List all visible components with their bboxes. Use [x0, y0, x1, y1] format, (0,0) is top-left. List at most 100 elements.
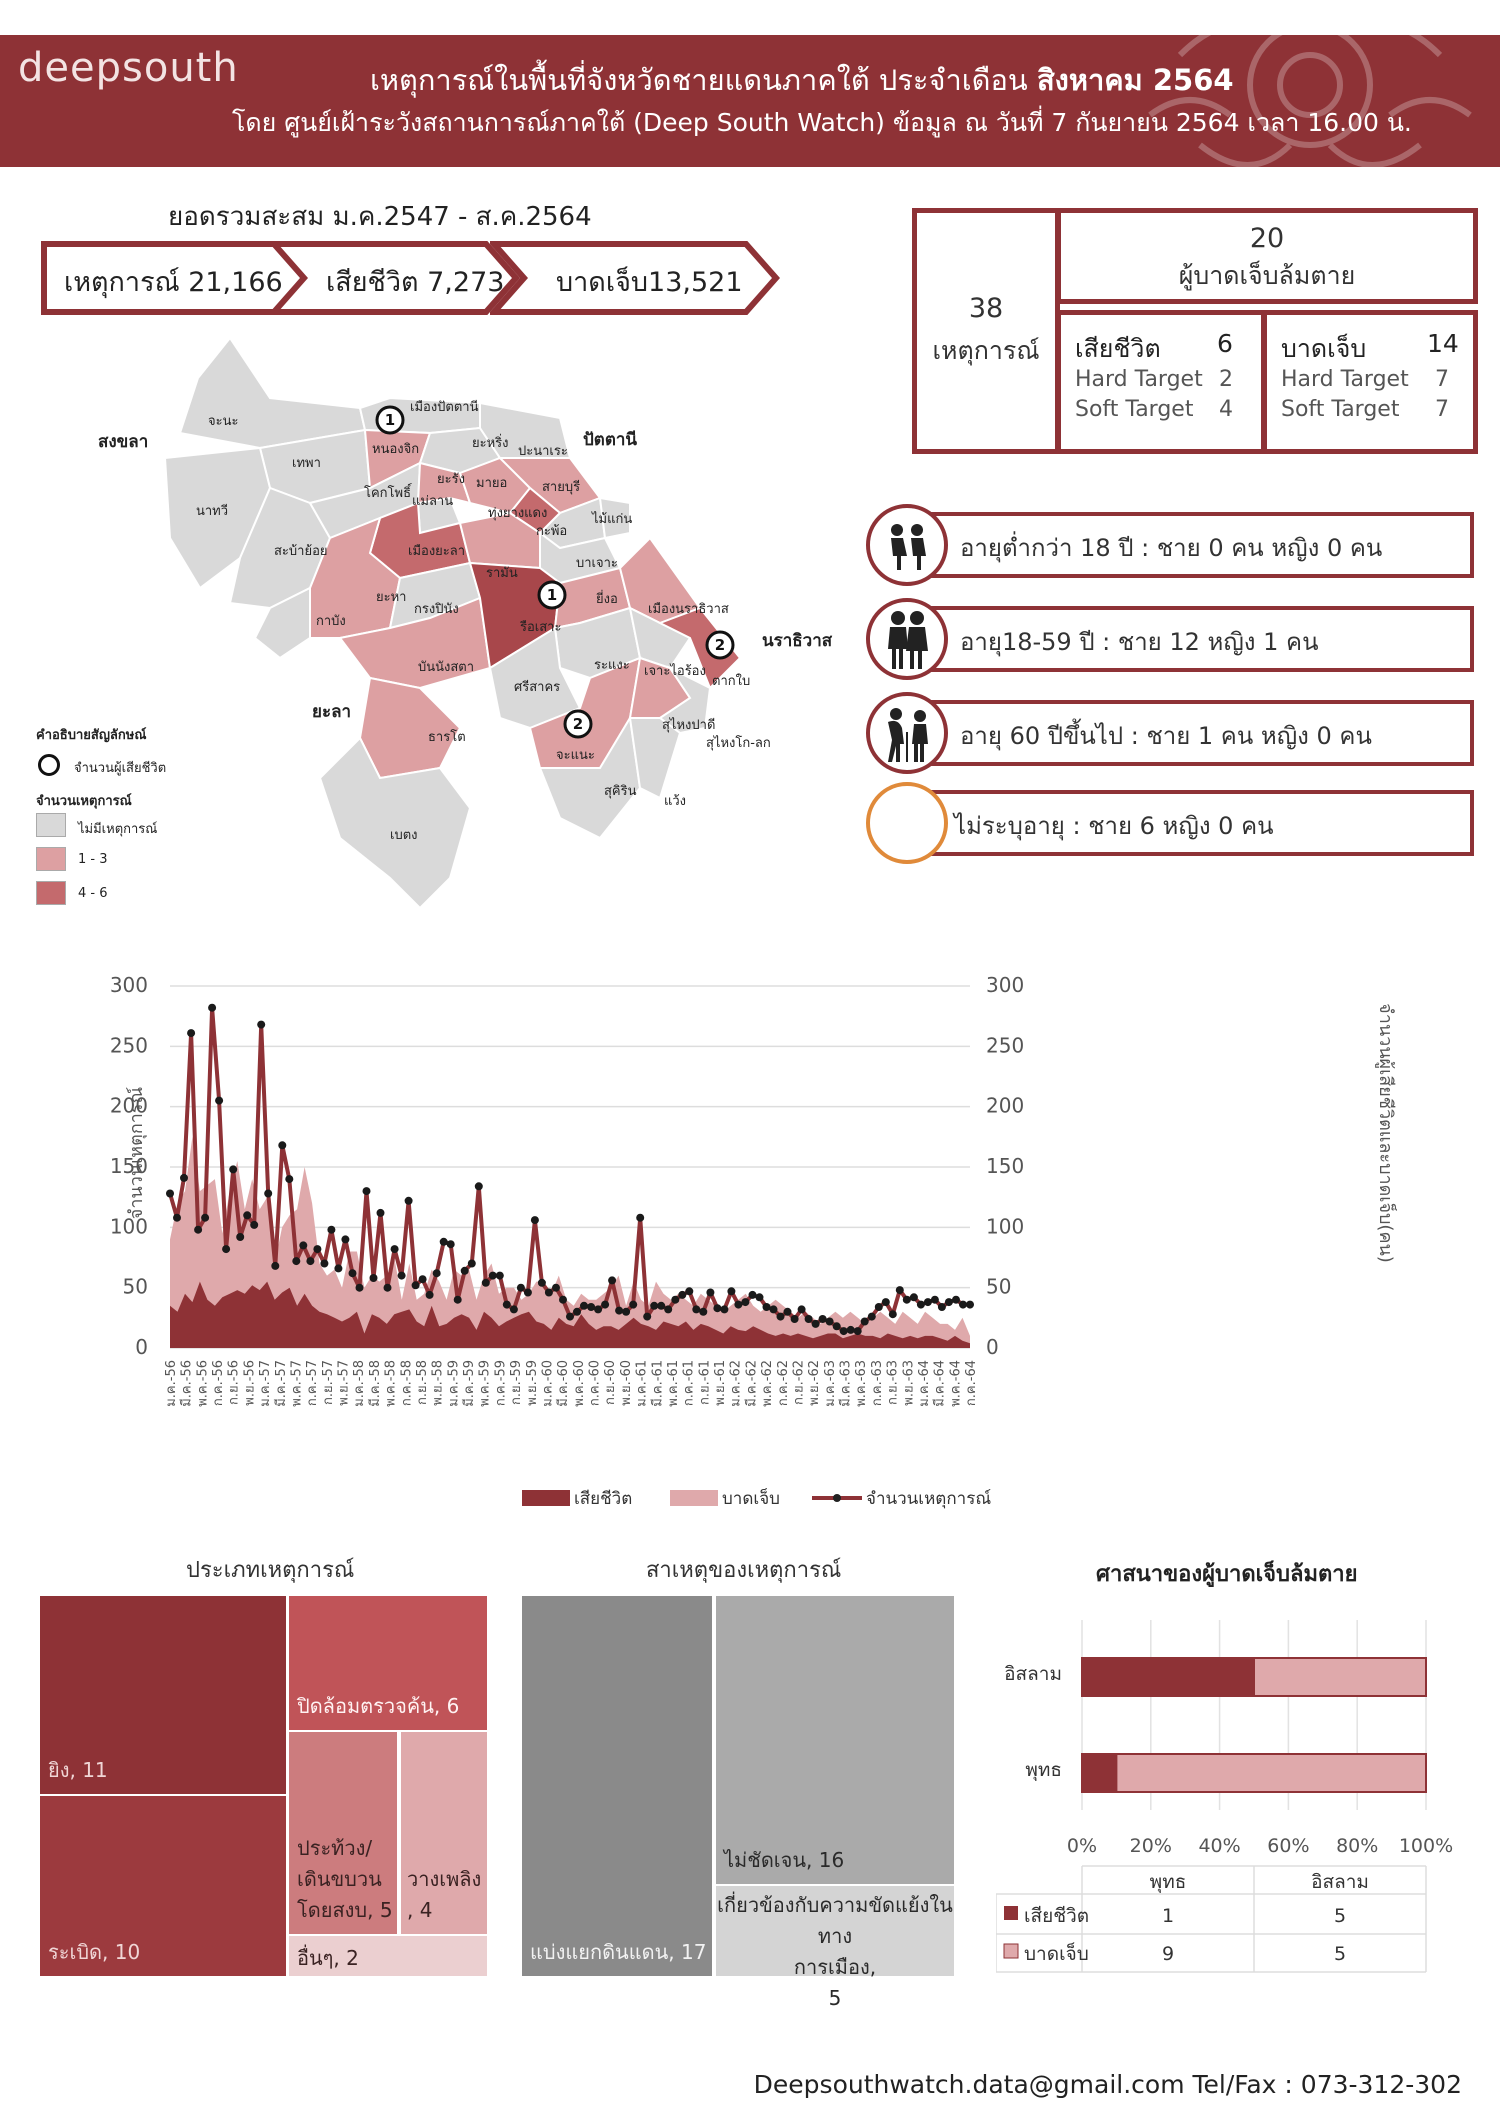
- events-point: [502, 1300, 511, 1309]
- district-label: เทพา: [292, 456, 321, 471]
- x-tick: ม.ค.-56: [164, 1360, 179, 1407]
- district-label: กาบัง: [316, 614, 346, 629]
- events-point: [180, 1173, 188, 1182]
- events-point: [439, 1237, 448, 1246]
- treemap-label: ไม่ชัดเจน, 16: [724, 1848, 845, 1872]
- monthly-trend-chart: 0 0 50 50 100 100 150 150 200 200 250 250 300 300 ม.ค…: [110, 973, 1398, 1509]
- events-point: [741, 1298, 750, 1307]
- events-point: [895, 1286, 904, 1295]
- events-point: [285, 1175, 294, 1184]
- events-point: [657, 1301, 666, 1310]
- religion-table-cell: 1: [1162, 1905, 1174, 1927]
- district-label: สายบุรี: [542, 480, 581, 495]
- age-row-18-59: อายุ18-59 ปี : ชาย 12 หญิง 1 คน: [866, 598, 1474, 680]
- legend-none-label: ไม่มีเหตุการณ์: [78, 822, 158, 837]
- legend-high-label: 4 - 6: [78, 886, 108, 901]
- events-point: [881, 1298, 890, 1307]
- events-point: [264, 1189, 273, 1198]
- events-point: [727, 1287, 736, 1296]
- events-point: [474, 1182, 483, 1191]
- events-point: [909, 1293, 918, 1302]
- death-marker-label: 2: [715, 636, 725, 654]
- events-point: [509, 1305, 518, 1314]
- y-tick-left: 0: [135, 1335, 148, 1359]
- events-point: [678, 1290, 687, 1299]
- injured-summary: บาดเจ็บ 14 Hard Target 7 Soft Target 7: [1262, 310, 1478, 454]
- death-marker-chanae: [563, 709, 593, 739]
- events-point: [173, 1213, 181, 1222]
- legend-swatch-none: [36, 813, 66, 837]
- events-point: [902, 1295, 911, 1304]
- death-marker-label: 1: [385, 411, 395, 429]
- district-label: บาเจาะ: [576, 556, 618, 571]
- events-point: [320, 1259, 329, 1268]
- treemap-separatism: แบ่งแยกดินแดน, 17: [522, 1596, 712, 1976]
- religion-table-cell: 5: [1334, 1905, 1346, 1927]
- events-point: [959, 1300, 967, 1309]
- events-point: [166, 1189, 174, 1198]
- x-tick: พ.ค.-59: [478, 1360, 493, 1407]
- map-district-mai-kaen: [598, 496, 631, 540]
- map-district-chana: [178, 338, 367, 450]
- treemap-label: ปิดล้อมตรวจค้น, 6: [297, 1694, 460, 1718]
- events-point: [944, 1298, 953, 1307]
- legend-count-title: จำนวนเหตุการณ์: [36, 794, 132, 809]
- events-point: [243, 1211, 252, 1220]
- events-point: [587, 1303, 596, 1311]
- x-tick: ม.ค.-58: [352, 1360, 367, 1407]
- religion-bar-segment: [1081, 1657, 1255, 1697]
- events-point: [187, 1029, 196, 1038]
- events-point: [467, 1259, 476, 1268]
- district-label: โคกโพธิ์: [364, 486, 412, 501]
- religion-table-header: อิสลาม: [1311, 1871, 1369, 1893]
- x-tick: ก.ย.-59: [509, 1360, 524, 1405]
- age-row-under18: อายุต่ำกว่า 18 ปี : ชาย 0 คน หญิง 0 คน: [866, 504, 1474, 586]
- events-point: [699, 1307, 708, 1316]
- death-marker-label: 2: [573, 715, 583, 733]
- x-tick: พ.ย.-58: [431, 1360, 446, 1406]
- treemap-label: เกี่ยวข้องกับความขัดแย้งในทาง การเมือง, …: [717, 1893, 953, 2010]
- district-label: ตากใบ: [712, 674, 751, 689]
- events-point: [257, 1020, 266, 1029]
- chart-legend: เสียชีวิต บาดเจ็บ จำนวนเหตุการณ์: [522, 1487, 991, 1509]
- y-tick-right: 0: [986, 1335, 999, 1359]
- y-tick-right: 50: [986, 1275, 1011, 1299]
- y-tick-left: 300: [110, 973, 148, 997]
- cumulative-injuries: บาดเจ็บ13,521: [490, 240, 780, 316]
- x-tick: ก.ค.-64: [964, 1360, 979, 1406]
- death-marker-nong-chik: [375, 405, 405, 435]
- events-point: [720, 1305, 729, 1314]
- legend-swatch-high: [36, 881, 66, 905]
- events-point: [839, 1327, 848, 1336]
- y-tick-right: 150: [986, 1154, 1024, 1178]
- x-tick: พ.ย.-61: [713, 1360, 728, 1406]
- x-tick: ก.ค.-56: [211, 1360, 226, 1406]
- x-tick: มี.ค.-59: [461, 1360, 477, 1407]
- legend-death-marker-icon: [38, 754, 60, 776]
- religion-category-islam: อิสลาม: [1004, 1663, 1062, 1685]
- children-icon: [866, 504, 948, 586]
- events-point: [537, 1278, 546, 1287]
- events-point: [229, 1165, 238, 1174]
- religion-x-tick: 60%: [1267, 1835, 1309, 1857]
- district-label: ทุ่งยางแดง: [488, 506, 548, 521]
- dead-soft-label: Soft Target: [1075, 397, 1194, 422]
- x-tick: ม.ค.-59: [446, 1360, 461, 1407]
- events-point: [390, 1245, 399, 1254]
- district-label: มายอ: [476, 476, 508, 491]
- religion-title: ศาสนาของผู้บาดเจ็บล้มตาย: [1096, 1562, 1358, 1587]
- events-point: [930, 1295, 939, 1304]
- cumulative-title: ยอดรวมสะสม ม.ค.2547 - ส.ค.2564: [168, 202, 592, 232]
- events-point: [573, 1307, 581, 1316]
- x-tick: มี.ค.-63: [838, 1360, 854, 1407]
- district-map: 1 1 2 2: [163, 338, 740, 910]
- casualties-summary: 20 ผู้บาดเจ็บล้มตาย: [1056, 208, 1478, 304]
- x-tick: ก.ค.-58: [399, 1360, 414, 1406]
- unknown-icon: [866, 782, 948, 864]
- events-point: [818, 1315, 827, 1323]
- injured-hard-value: 7: [1435, 367, 1449, 392]
- events-point: [636, 1213, 645, 1222]
- district-label: เมืองนราธิวาส: [648, 602, 729, 617]
- events-point: [362, 1187, 371, 1196]
- treemap-unclear: ไม่ชัดเจน, 16: [716, 1596, 954, 1884]
